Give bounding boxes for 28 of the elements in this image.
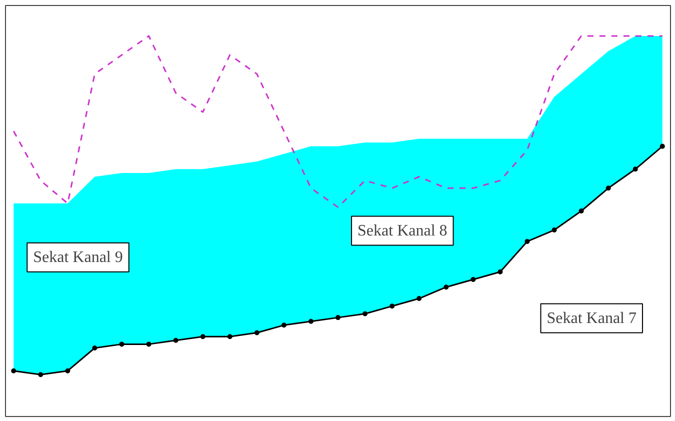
point — [173, 338, 178, 343]
point — [606, 186, 611, 191]
point — [254, 330, 260, 336]
point — [390, 304, 395, 309]
point — [38, 372, 44, 378]
point — [119, 342, 124, 347]
point — [65, 368, 70, 374]
point — [498, 269, 503, 274]
annotation: Sekat Kanal 8 — [358, 222, 448, 240]
point — [578, 208, 584, 214]
point — [200, 334, 206, 340]
point — [308, 318, 314, 324]
point — [146, 342, 152, 347]
point — [336, 315, 340, 320]
point — [470, 277, 476, 282]
point — [11, 368, 16, 374]
point — [632, 166, 638, 172]
annotation: Sekat Kanal 7 — [546, 310, 636, 327]
point — [444, 284, 449, 290]
point — [660, 144, 665, 149]
point — [416, 296, 422, 302]
annotation: Sekat Kanal 9 — [33, 248, 123, 266]
point — [92, 346, 98, 350]
point — [227, 334, 232, 340]
point — [362, 311, 368, 316]
point — [524, 238, 530, 244]
point — [281, 322, 286, 328]
point — [552, 228, 557, 233]
